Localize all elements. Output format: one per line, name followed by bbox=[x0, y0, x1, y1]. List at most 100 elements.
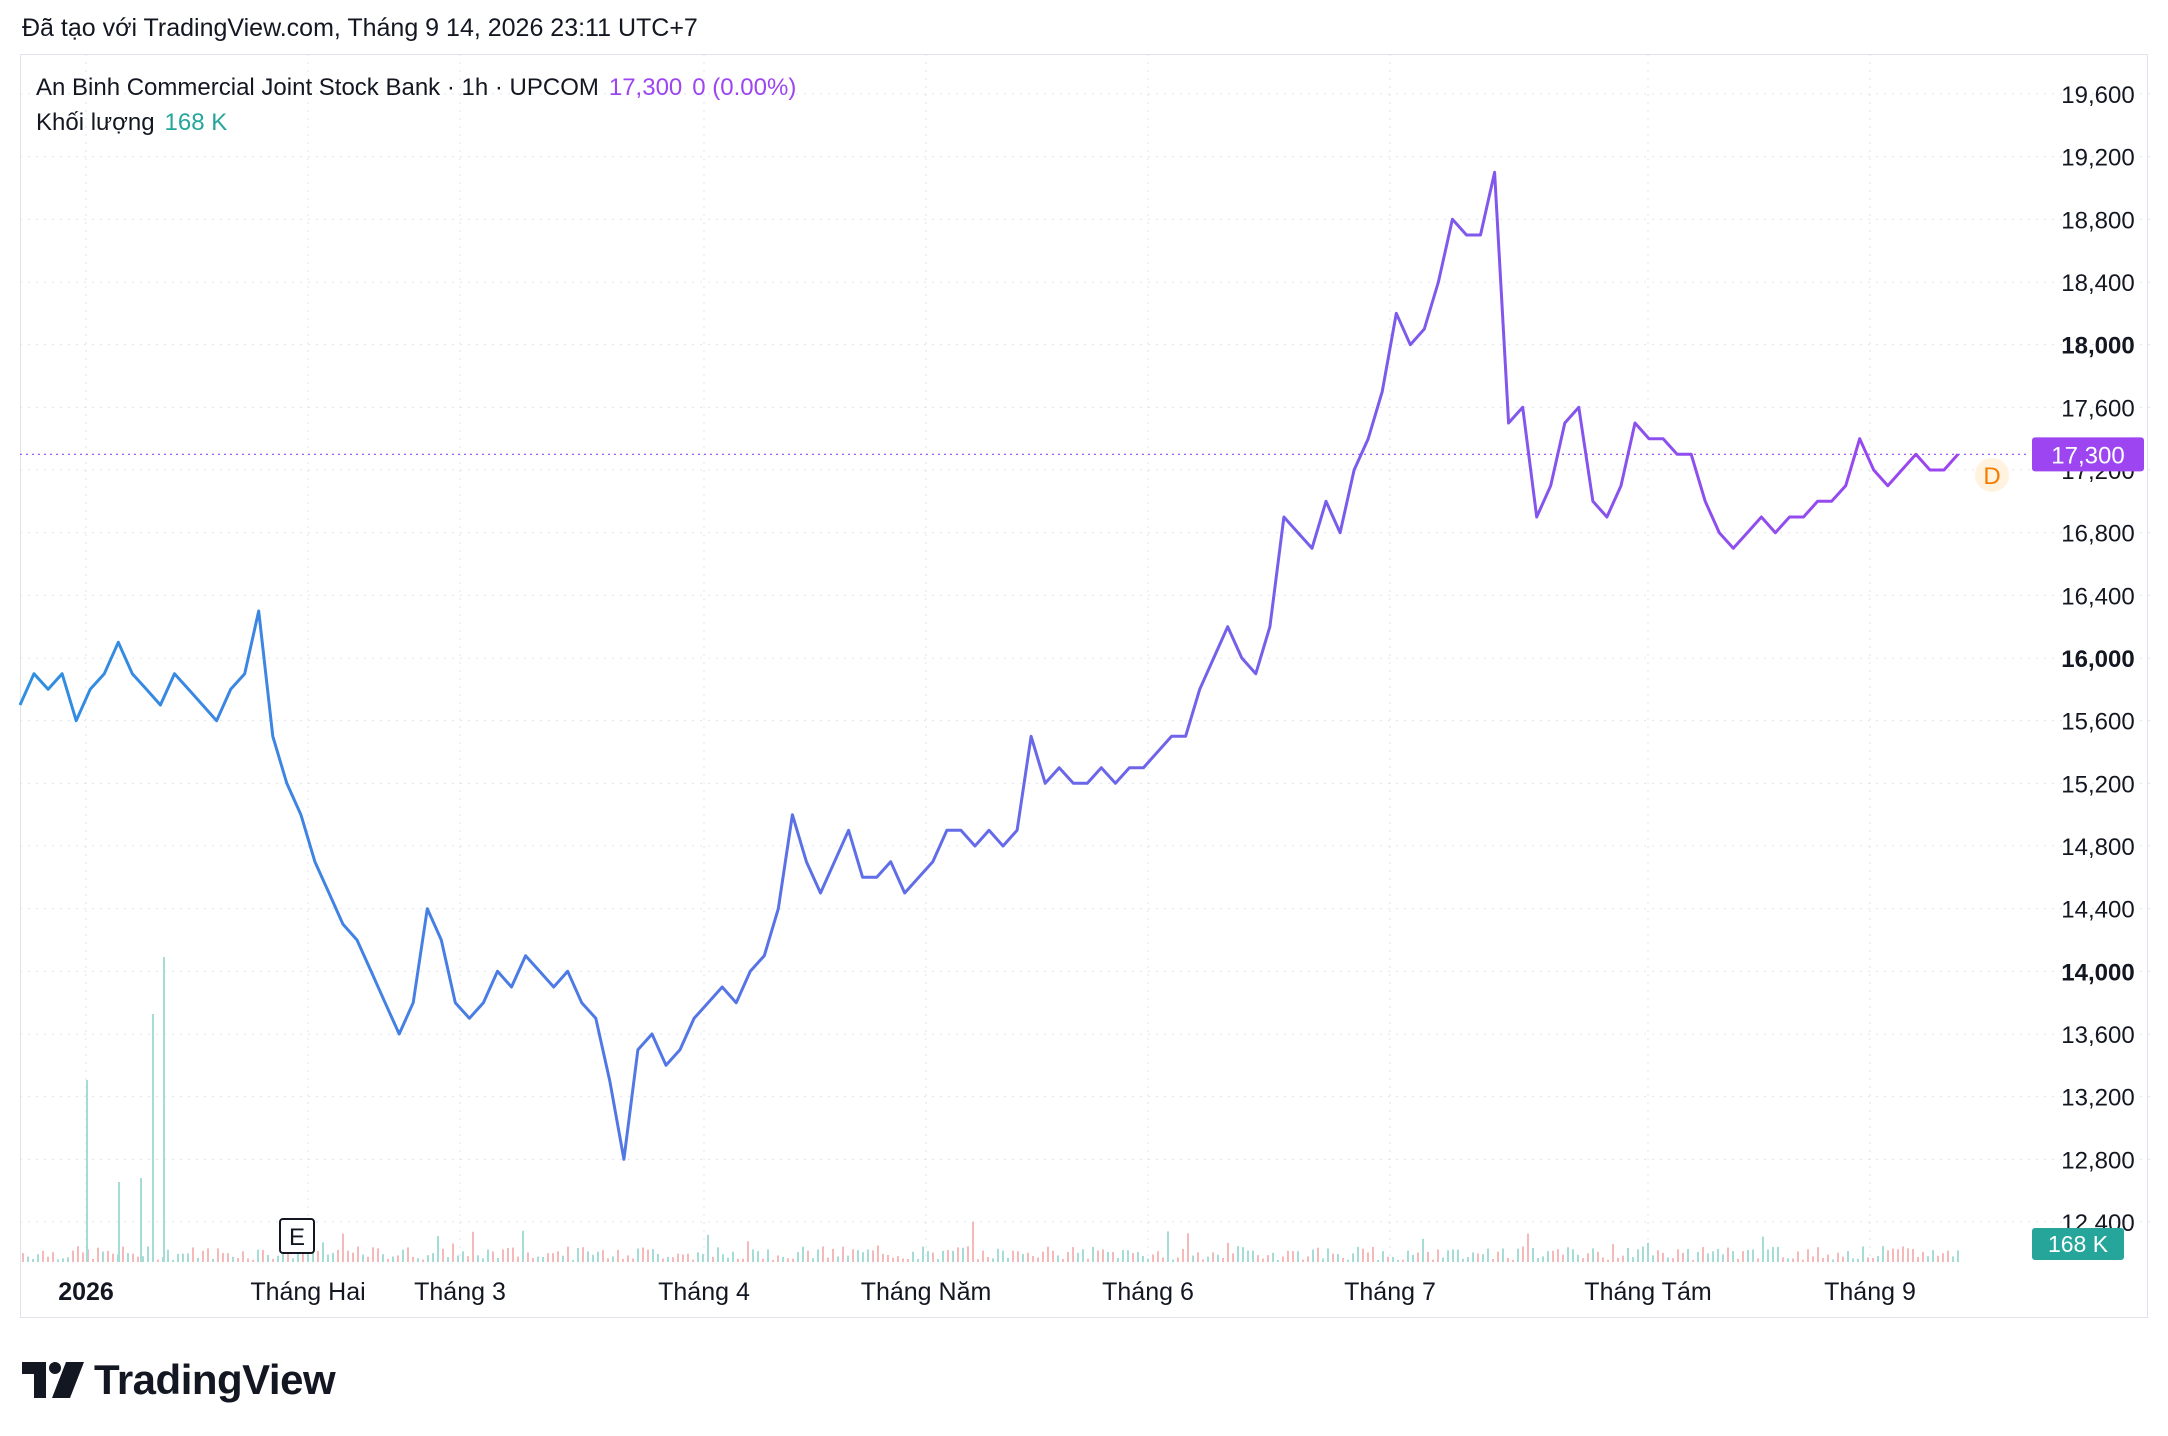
volume-bar bbox=[737, 1258, 739, 1262]
volume-bar bbox=[262, 1249, 264, 1262]
volume-bar bbox=[242, 1251, 244, 1262]
volume-bar bbox=[277, 1255, 279, 1262]
x-tick-label: Tháng 3 bbox=[414, 1278, 506, 1306]
volume-bar bbox=[702, 1253, 704, 1262]
volume-bar bbox=[377, 1248, 379, 1262]
volume-bar bbox=[827, 1257, 829, 1262]
volume-bar bbox=[1807, 1249, 1809, 1262]
volume-bar bbox=[512, 1247, 514, 1262]
volume-bar bbox=[1117, 1258, 1119, 1262]
volume-bar bbox=[742, 1258, 744, 1262]
volume-bar bbox=[272, 1258, 274, 1262]
volume-bar bbox=[527, 1252, 529, 1262]
volume-bar bbox=[1587, 1253, 1589, 1262]
volume-bar bbox=[1697, 1251, 1699, 1262]
earnings-marker[interactable] bbox=[279, 1218, 315, 1254]
volume-bar bbox=[52, 1252, 54, 1262]
tradingview-logo[interactable]: TradingView bbox=[22, 1356, 336, 1404]
volume-bar bbox=[1292, 1250, 1294, 1262]
volume-bar bbox=[947, 1250, 949, 1262]
volume-bar bbox=[317, 1251, 319, 1262]
x-tick-label: Tháng 6 bbox=[1102, 1278, 1194, 1306]
volume-bar bbox=[672, 1257, 674, 1262]
price-chart[interactable]: 19,60019,20018,80018,40018,00017,60017,2… bbox=[0, 0, 2168, 1340]
volume-bar bbox=[1027, 1252, 1029, 1262]
volume-bar bbox=[337, 1249, 339, 1262]
volume-bar bbox=[1647, 1242, 1649, 1262]
volume-bar bbox=[1732, 1251, 1734, 1262]
volume-bar bbox=[602, 1250, 604, 1262]
volume-bar bbox=[1212, 1252, 1214, 1262]
volume-bar bbox=[1467, 1256, 1469, 1262]
legend-price: 17,300 bbox=[608, 74, 683, 101]
volume-bar bbox=[297, 1253, 299, 1262]
volume-bar bbox=[662, 1258, 664, 1262]
volume-bar bbox=[1257, 1255, 1259, 1262]
volume-bar bbox=[32, 1258, 34, 1262]
volume-bar bbox=[937, 1259, 939, 1262]
volume-bar bbox=[1632, 1257, 1634, 1262]
volume-spike bbox=[118, 1182, 120, 1262]
symbol-title[interactable]: An Binh Commercial Joint Stock Bank · 1h… bbox=[36, 74, 599, 101]
volume-bar bbox=[1397, 1259, 1399, 1262]
volume-bar bbox=[1682, 1252, 1684, 1262]
volume-bar bbox=[1517, 1248, 1519, 1262]
volume-bar bbox=[222, 1253, 224, 1262]
volume-bar bbox=[1742, 1251, 1744, 1262]
volume-bar bbox=[787, 1258, 789, 1262]
volume-bar bbox=[1222, 1258, 1224, 1262]
volume-bar bbox=[1122, 1250, 1124, 1262]
volume-bar bbox=[1127, 1250, 1129, 1262]
volume-bar bbox=[887, 1254, 889, 1262]
dividend-marker[interactable] bbox=[1975, 458, 2009, 492]
volume-bar bbox=[977, 1259, 979, 1262]
volume-bar bbox=[627, 1255, 629, 1262]
volume-bar bbox=[1597, 1251, 1599, 1262]
volume-bar bbox=[107, 1250, 109, 1262]
volume-bar bbox=[1417, 1252, 1419, 1262]
volume-bar bbox=[832, 1248, 834, 1262]
volume-bar bbox=[557, 1251, 559, 1262]
volume-bar bbox=[197, 1257, 199, 1262]
volume-bar bbox=[1607, 1259, 1609, 1262]
volume-bar bbox=[1487, 1248, 1489, 1262]
volume-bar bbox=[1802, 1259, 1804, 1262]
volume-bar bbox=[1112, 1252, 1114, 1262]
volume-bar bbox=[547, 1253, 549, 1262]
volume-bar bbox=[682, 1254, 684, 1262]
volume-bar bbox=[97, 1247, 99, 1262]
volume-bar bbox=[1767, 1249, 1769, 1262]
volume-bar bbox=[1842, 1256, 1844, 1262]
volume-bar bbox=[1277, 1259, 1279, 1262]
volume-bar bbox=[252, 1259, 254, 1262]
volume-spike bbox=[163, 957, 165, 1262]
volume-bar bbox=[127, 1253, 129, 1262]
volume-bar bbox=[1617, 1257, 1619, 1262]
volume-bar bbox=[1147, 1258, 1149, 1262]
volume-bar bbox=[1642, 1246, 1644, 1262]
volume-bar bbox=[1067, 1251, 1069, 1262]
volume-bar bbox=[1412, 1254, 1414, 1262]
volume-bar bbox=[92, 1258, 94, 1262]
volume-bar bbox=[1572, 1249, 1574, 1262]
volume-bar bbox=[902, 1258, 904, 1262]
volume-bar bbox=[1747, 1249, 1749, 1262]
volume-bar bbox=[182, 1253, 184, 1262]
volume-bar bbox=[62, 1258, 64, 1262]
volume-bar bbox=[1957, 1250, 1959, 1262]
volume-bar bbox=[1007, 1257, 1009, 1262]
volume-bar bbox=[692, 1259, 694, 1262]
volume-bar bbox=[1637, 1249, 1639, 1262]
volume-bar bbox=[192, 1247, 194, 1262]
volume-bar bbox=[432, 1253, 434, 1262]
volume-bar bbox=[422, 1259, 424, 1262]
volume-bar bbox=[1077, 1252, 1079, 1262]
volume-bar bbox=[287, 1247, 289, 1262]
volume-bar bbox=[657, 1253, 659, 1262]
volume-bar bbox=[1062, 1259, 1064, 1262]
volume-bar bbox=[1462, 1258, 1464, 1262]
chart-frame[interactable] bbox=[20, 54, 2148, 1318]
volume-bar bbox=[1297, 1251, 1299, 1262]
legend-change: 0 (0.00%) bbox=[692, 74, 797, 101]
volume-bar bbox=[1477, 1253, 1479, 1262]
